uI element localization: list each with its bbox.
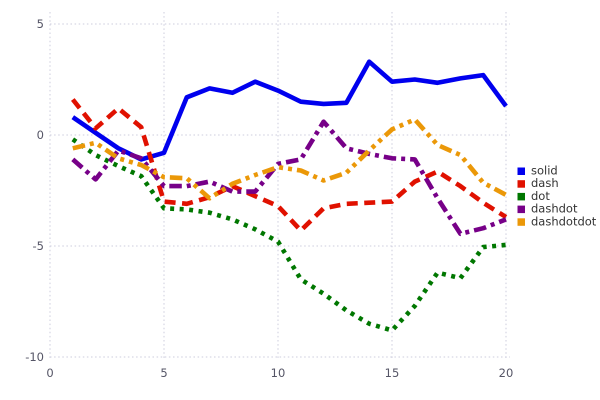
legend-swatch-solid — [517, 167, 525, 175]
x-tick-label: 20 — [499, 366, 514, 380]
series-line-dashdot — [71, 119, 507, 237]
x-tick-label: 10 — [271, 366, 286, 380]
legend-swatch-dot — [517, 192, 525, 201]
legend-item-solid: solid — [517, 164, 558, 178]
grid — [49, 12, 510, 360]
legend-label: dash — [531, 176, 559, 190]
x-tick-label: 5 — [160, 366, 167, 380]
y-tick-label: -10 — [25, 350, 44, 364]
legend-label: dot — [531, 189, 550, 203]
legend-label: solid — [531, 164, 558, 178]
legend-swatch-dashdot — [517, 205, 525, 214]
legend-swatch-dash — [517, 180, 525, 188]
y-tick-label: -5 — [33, 239, 44, 253]
series-line-dashdotdot — [72, 117, 508, 201]
x-tick-label: 15 — [385, 366, 400, 380]
legend-item-dot: dot — [517, 189, 550, 203]
y-tick-label: 0 — [37, 128, 44, 142]
legend-label: dashdot — [531, 202, 578, 216]
y-tick-label: 5 — [37, 17, 44, 31]
series-line-solid — [71, 59, 508, 162]
legend-swatch-dashdotdot — [517, 218, 525, 226]
series-line-dot — [71, 137, 507, 333]
tick-labels: 50-5-100 5 10 15 20 — [25, 17, 513, 380]
legend-item-dashdot: dashdot — [517, 202, 578, 216]
legend-label: dashdotdot — [531, 214, 597, 228]
legend-item-dashdotdot: dashdotdot — [517, 214, 597, 228]
series-line-dash — [70, 98, 508, 233]
legend-item-dash: dash — [517, 176, 559, 190]
x-tick-label: 0 — [46, 366, 53, 380]
